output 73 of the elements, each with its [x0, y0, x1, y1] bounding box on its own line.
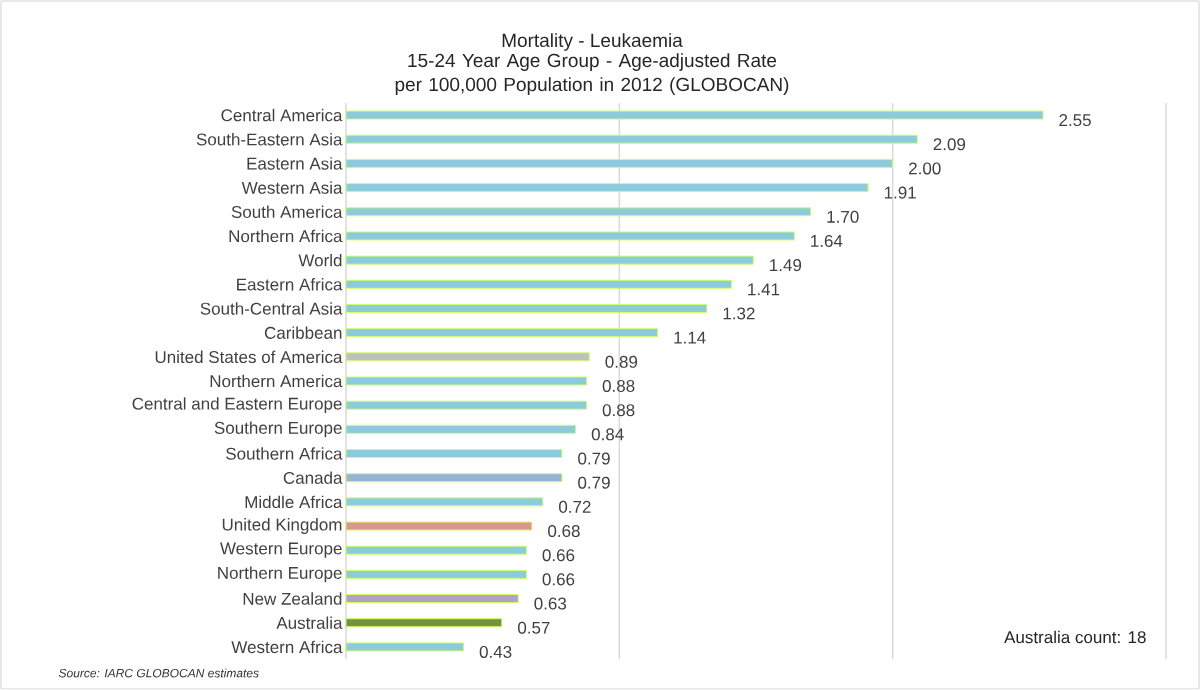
y-tick-label: New Zealand: [243, 592, 342, 605]
y-tick-label: United States of America: [155, 350, 343, 364]
annotation: Australia count: 18: [1004, 630, 1146, 644]
chart-subtitle: 15-24 Year Age Group - Age-adjusted Rate per 100,000 Population in 2012 (GLOBOCAN): [395, 53, 789, 95]
data-label: 0.89: [605, 355, 638, 368]
data-label: 2.55: [1059, 114, 1091, 127]
data-label: 0.57: [517, 621, 550, 634]
bar: [345, 183, 869, 193]
data-label: 1.70: [827, 210, 859, 223]
data-label: 0.68: [548, 525, 580, 538]
bar: [345, 110, 1044, 120]
bar: [345, 594, 519, 604]
bar: [345, 473, 563, 483]
y-tick-label: Eastern Asia: [247, 157, 343, 170]
data-label: 2.00: [909, 162, 941, 175]
y-tick-label: Middle Africa: [245, 495, 343, 509]
bar: [345, 328, 659, 338]
bar: [345, 521, 533, 531]
bar: [345, 497, 544, 507]
data-label: 0.79: [578, 452, 610, 465]
y-tick-label: Southern Europe: [214, 421, 342, 438]
bar: [345, 545, 527, 555]
y-tick-label: Australia: [276, 616, 343, 629]
bar: [345, 424, 577, 434]
source-note: Source: IARC GLOBOCAN estimates: [58, 668, 259, 678]
y-tick-label: Central America: [221, 108, 343, 122]
data-label: 0.72: [558, 500, 591, 513]
bar: [345, 449, 563, 459]
y-tick-label: Canada: [283, 471, 343, 484]
data-label: 1.91: [884, 186, 916, 199]
y-tick-label: Eastern Africa: [237, 278, 343, 291]
data-label: 1.64: [811, 234, 843, 247]
y-tick-label: Northern Africa: [229, 229, 343, 243]
y-tick-label: South America: [231, 205, 343, 219]
y-tick-label: Western Asia: [241, 181, 343, 194]
data-label: 1.49: [770, 259, 802, 272]
y-tick-label: Northern Europe: [218, 566, 342, 583]
y-tick-label: Western Europe: [220, 542, 342, 558]
data-label: 0.84: [591, 428, 624, 441]
y-tick-label: South-Eastern Asia: [196, 133, 343, 146]
bar: [345, 255, 754, 265]
y-tick-label: Northern America: [210, 374, 343, 388]
bar: [345, 134, 918, 144]
bar: [345, 352, 590, 362]
bar: [345, 376, 588, 386]
data-label: 1.32: [723, 307, 755, 320]
y-tick-label: South-Central Asia: [200, 302, 343, 315]
bar: [345, 569, 527, 579]
data-label: 0.66: [542, 573, 575, 586]
data-label: 2.09: [933, 138, 966, 151]
y-tick-label: Southern Africa: [226, 447, 343, 460]
y-tick-label: Central and Eastern Europe: [132, 397, 342, 414]
chart-title: Mortality - Leukaemia: [502, 33, 683, 51]
y-tick-label: Caribbean: [264, 326, 342, 339]
bar: [345, 158, 894, 168]
data-label: 1.41: [748, 283, 780, 296]
data-label: 0.66: [542, 549, 575, 562]
y-tick-label: United Kingdom: [222, 518, 342, 534]
bar: [345, 207, 812, 217]
y-tick-label: Western Africa: [231, 640, 343, 654]
data-label: 0.79: [578, 476, 610, 489]
bar: [345, 303, 708, 313]
bar: [345, 279, 732, 289]
data-label: 0.43: [479, 645, 512, 658]
bar: [345, 642, 465, 652]
bar: [345, 400, 588, 410]
data-label: 0.88: [602, 404, 635, 417]
data-label: 0.88: [602, 379, 635, 393]
bar: [345, 231, 795, 241]
data-label: 0.63: [534, 597, 567, 610]
data-label: 1.14: [674, 331, 706, 344]
y-tick-label: World: [298, 253, 342, 267]
bar: [345, 618, 503, 628]
